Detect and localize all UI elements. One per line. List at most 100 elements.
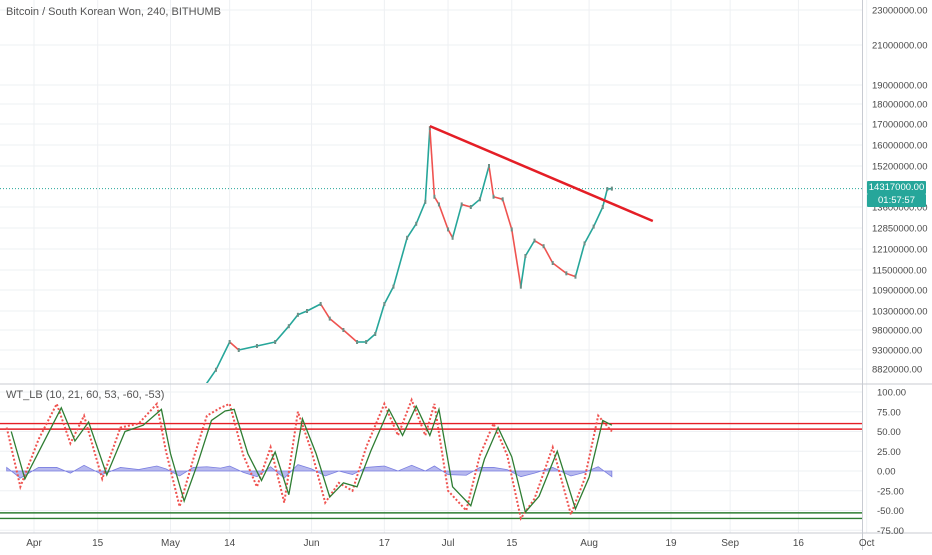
price-segment	[480, 166, 489, 199]
price-segment	[289, 315, 298, 326]
price-point	[461, 202, 463, 206]
price-point	[201, 388, 203, 392]
price-tick-label: 12100000.00	[872, 245, 927, 256]
price-segment	[343, 330, 357, 342]
price-segment	[216, 342, 230, 370]
price-point	[306, 309, 308, 313]
indicator-tick-label: -25.00	[877, 486, 904, 497]
price-point	[392, 285, 394, 289]
price-point	[383, 302, 385, 306]
price-point	[424, 200, 426, 204]
price-point	[520, 285, 522, 289]
price-segment	[521, 256, 526, 287]
price-tick-label: 9800000.00	[872, 326, 922, 337]
price-point	[329, 317, 331, 321]
price-tick-label: 10900000.00	[872, 286, 927, 297]
price-segment	[393, 238, 407, 287]
price-tick-label: 10300000.00	[872, 307, 927, 318]
price-segment	[230, 342, 239, 350]
indicator-tick-label: 25.00	[877, 447, 901, 458]
last-price-tag: 14317000.00	[867, 181, 926, 194]
price-segment	[512, 229, 521, 286]
price-point	[274, 340, 276, 344]
price-point	[524, 254, 526, 258]
time-tick-label: 15	[92, 538, 104, 549]
indicator-tick-label: 75.00	[877, 407, 901, 418]
price-pane	[0, 126, 862, 415]
price-segment	[453, 204, 462, 237]
grid	[0, 0, 867, 533]
price-segment	[603, 189, 608, 207]
price-segment	[257, 342, 275, 346]
price-point	[447, 227, 449, 231]
price-tick-label: 8820000.00	[872, 365, 922, 376]
time-tick-label: Sep	[721, 538, 739, 549]
price-point	[593, 225, 595, 229]
price-point	[229, 340, 231, 344]
indicator-pane	[0, 400, 862, 519]
price-segment	[489, 166, 494, 197]
price-segment	[407, 224, 416, 238]
price-point	[488, 164, 490, 168]
price-point	[470, 205, 472, 209]
time-tick-label: 14	[224, 538, 236, 549]
indicator-tick-label: -75.00	[877, 526, 904, 537]
price-point	[356, 340, 358, 344]
price-segment	[275, 326, 289, 342]
price-segment	[330, 319, 344, 330]
price-point	[602, 205, 604, 209]
price-tick-label: 16000000.00	[872, 141, 927, 152]
price-segment	[425, 128, 430, 202]
indicator-title: WT_LB (10, 21, 60, 53, -60, -53)	[6, 389, 164, 401]
price-tick-label: 15200000.00	[872, 162, 927, 173]
countdown-tag: 01:57:57	[867, 194, 926, 207]
time-tick-label: 15	[506, 538, 518, 549]
price-segment	[471, 199, 480, 207]
price-segment	[566, 273, 575, 276]
price-point	[415, 222, 417, 226]
price-tick-label: 23000000.00	[872, 6, 927, 17]
price-point	[374, 332, 376, 336]
price-point	[297, 313, 299, 317]
price-point	[438, 202, 440, 206]
price-segment	[525, 241, 534, 256]
price-segment	[307, 304, 321, 311]
indicator-tick-label: 100.00	[877, 388, 906, 399]
price-segment	[298, 311, 307, 315]
price-segment	[439, 204, 448, 229]
price-point	[606, 187, 608, 191]
price-point	[288, 324, 290, 328]
price-segment	[535, 241, 544, 247]
price-tick-label: 17000000.00	[872, 120, 927, 131]
price-point	[611, 187, 613, 191]
price-point	[511, 227, 513, 231]
price-point	[552, 261, 554, 265]
price-point	[342, 328, 344, 332]
indicator-tick-label: 0.00	[877, 467, 896, 478]
price-point	[502, 197, 504, 201]
price-point	[574, 275, 576, 279]
price-tick-label: 21000000.00	[872, 41, 927, 52]
price-segment	[189, 390, 203, 414]
price-point	[584, 241, 586, 245]
price-tick-label: 11500000.00	[872, 266, 927, 277]
price-point	[452, 236, 454, 240]
price-segment	[202, 370, 216, 390]
price-tick-label: 12850000.00	[872, 224, 927, 235]
price-point	[365, 340, 367, 344]
price-segment	[239, 346, 257, 350]
price-point	[543, 244, 545, 248]
price-segment	[594, 207, 603, 227]
indicator-tick-label: -50.00	[877, 506, 904, 517]
time-tick-label: Aug	[580, 538, 598, 549]
time-tick-label: Oct	[859, 538, 875, 549]
time-tick-label: Jun	[303, 538, 319, 549]
price-tick-label: 18000000.00	[872, 100, 927, 111]
price-segment	[416, 202, 425, 224]
time-tick-label: 17	[379, 538, 391, 549]
time-tick-label: Apr	[26, 538, 42, 549]
price-segment	[553, 263, 567, 273]
